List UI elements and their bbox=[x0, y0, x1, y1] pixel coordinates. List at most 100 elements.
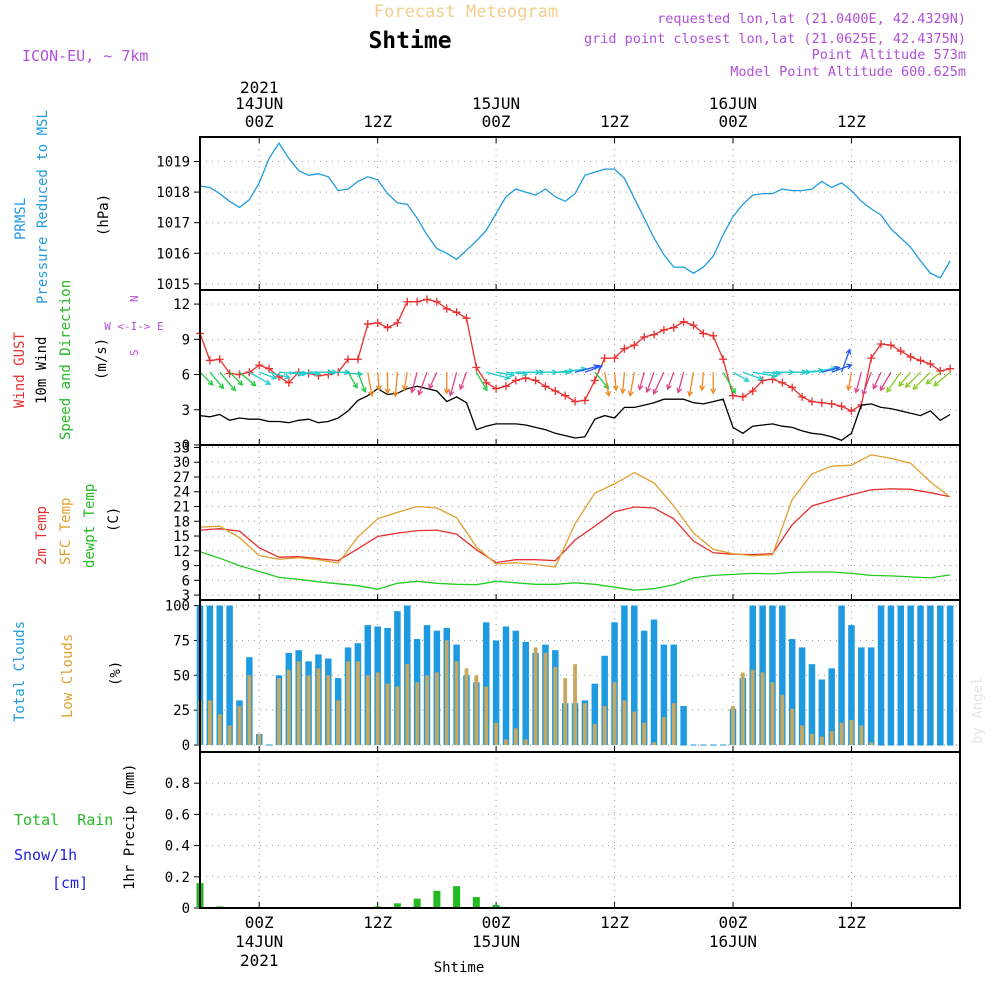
wind-arrow-head bbox=[898, 380, 904, 388]
wind-arrow bbox=[872, 371, 882, 390]
wind-arrow-shaft bbox=[475, 371, 488, 391]
wind-arrow-shaft bbox=[855, 372, 862, 393]
wind-arrow-shaft bbox=[249, 371, 271, 385]
precip-grid: 0 0.2 0.4 0.6 0.8 bbox=[165, 752, 960, 917]
clouds-ytick-label: 75 bbox=[173, 633, 190, 649]
wind-ytick-label: 3 bbox=[182, 403, 190, 419]
clouds-ytick-label: 100 bbox=[165, 599, 190, 615]
low-cloud-bar bbox=[632, 711, 637, 746]
wind-arrow bbox=[722, 371, 736, 395]
wind-arrow bbox=[347, 371, 358, 389]
bottom-hour-label: 00Z bbox=[482, 913, 511, 932]
clouds-ytick-label: 25 bbox=[173, 703, 190, 719]
wind-arrow-head bbox=[743, 376, 750, 382]
requested-coords: requested lon,lat (21.0400E, 42.4329N) bbox=[657, 11, 966, 27]
temperature-ytick-label: 27 bbox=[173, 470, 190, 486]
wind-arrow bbox=[249, 371, 272, 385]
wind-arrow-head bbox=[250, 380, 257, 387]
wind-arrow-shaft bbox=[638, 372, 645, 390]
low-cloud-bar bbox=[277, 678, 281, 746]
top-hour-label: 12Z bbox=[363, 112, 392, 131]
gust-marker bbox=[847, 406, 856, 415]
low-cloud-bar bbox=[859, 725, 864, 746]
wind-arrow bbox=[258, 371, 278, 380]
wind-arrow-shaft bbox=[459, 371, 468, 390]
wind-arrow bbox=[933, 371, 951, 387]
gust-marker bbox=[580, 396, 589, 405]
total-cloud-bar bbox=[798, 647, 806, 746]
low-cloud-bar bbox=[257, 733, 262, 746]
temperature-ytick-label: 15 bbox=[173, 529, 190, 545]
wind-arrow-head bbox=[912, 384, 919, 391]
wind-arrow bbox=[652, 371, 665, 396]
wind-ytick-label: 6 bbox=[182, 368, 190, 384]
total-cloud-bar bbox=[769, 605, 776, 746]
wind-arrow-head bbox=[627, 390, 634, 398]
temperature-ytick-label: 9 bbox=[182, 559, 190, 575]
wind-arrow bbox=[428, 371, 438, 390]
wind-arrow bbox=[612, 372, 619, 392]
wind-arrow-shaft bbox=[418, 371, 428, 395]
total-cloud-bar bbox=[680, 705, 687, 746]
wind-arrow bbox=[357, 371, 367, 394]
low-cloud-bar bbox=[592, 724, 597, 746]
wind-arrow bbox=[645, 371, 655, 394]
bottom-year-label: 2021 bbox=[240, 951, 279, 970]
low-cloud-bar bbox=[326, 675, 331, 746]
wind-arrow-shaft bbox=[403, 372, 408, 391]
wind-arrow-shaft bbox=[411, 372, 418, 393]
wind-arrow bbox=[676, 372, 685, 394]
low-cloud-bar bbox=[533, 647, 538, 746]
wind-arrow bbox=[239, 371, 257, 387]
wind-arrow-head bbox=[237, 379, 244, 386]
wind-arrow-head bbox=[854, 387, 860, 394]
gust-marker bbox=[837, 402, 846, 411]
bottom-date-label: 15JUN bbox=[472, 932, 520, 951]
wind-arrow bbox=[219, 371, 237, 392]
gust-marker bbox=[442, 304, 451, 313]
low-cloud-bar bbox=[612, 682, 617, 746]
wind-arrow-shaft bbox=[688, 372, 695, 396]
wind-arrow-head bbox=[771, 372, 778, 379]
total-cloud-bar bbox=[867, 647, 875, 746]
total-cloud-bar bbox=[838, 605, 845, 746]
low-cloud-bar bbox=[316, 668, 321, 746]
low-cloud-bar bbox=[296, 661, 301, 746]
total-cloud-bar bbox=[502, 626, 510, 746]
rain-bar bbox=[433, 890, 441, 908]
low-cloud-bar bbox=[573, 664, 577, 746]
total-cloud-bar bbox=[492, 640, 500, 746]
precip-ytick-label: 0.6 bbox=[165, 807, 190, 823]
wind-arrow-shaft bbox=[495, 371, 514, 376]
gust-marker bbox=[413, 297, 422, 306]
wind-arrow bbox=[401, 372, 408, 392]
wind-arrow bbox=[409, 372, 418, 394]
low-cloud-bar bbox=[336, 700, 341, 746]
rain-bar bbox=[393, 903, 401, 908]
wind-arrow bbox=[475, 371, 488, 392]
gust-marker bbox=[205, 356, 214, 365]
model-altitude: Model Point Altitude 600.625m bbox=[730, 64, 966, 80]
pressure-unit: (hPa) bbox=[96, 194, 112, 236]
wind-arrow-head bbox=[448, 390, 455, 397]
wind-arrow-shaft bbox=[209, 371, 224, 389]
panel-pressure: 1015 1016 1017 1018 1019 bbox=[156, 136, 961, 293]
wind-arrow-head bbox=[443, 388, 450, 395]
wind-arrow bbox=[637, 372, 645, 391]
model-label: ICON-EU, ~ 7km bbox=[22, 47, 148, 65]
low-cloud-bar bbox=[227, 725, 232, 746]
rain-bar bbox=[492, 904, 500, 908]
low-cloud-bar bbox=[602, 705, 607, 746]
wind-arrow bbox=[458, 371, 468, 391]
wind-arrow-shaft bbox=[258, 371, 277, 379]
wind-arrow-shaft bbox=[653, 371, 665, 395]
low-cloud-bar bbox=[365, 675, 370, 746]
low-cloud-bar bbox=[622, 700, 627, 746]
wind-arrow bbox=[666, 371, 675, 391]
precip-unit: 1hr Precip (mm) bbox=[122, 764, 138, 890]
wind-arrow-head bbox=[344, 369, 351, 376]
wind-arrow-shaft bbox=[229, 371, 243, 386]
temperature-ytick-label: 12 bbox=[173, 544, 190, 560]
low-cloud-bar bbox=[810, 733, 814, 746]
